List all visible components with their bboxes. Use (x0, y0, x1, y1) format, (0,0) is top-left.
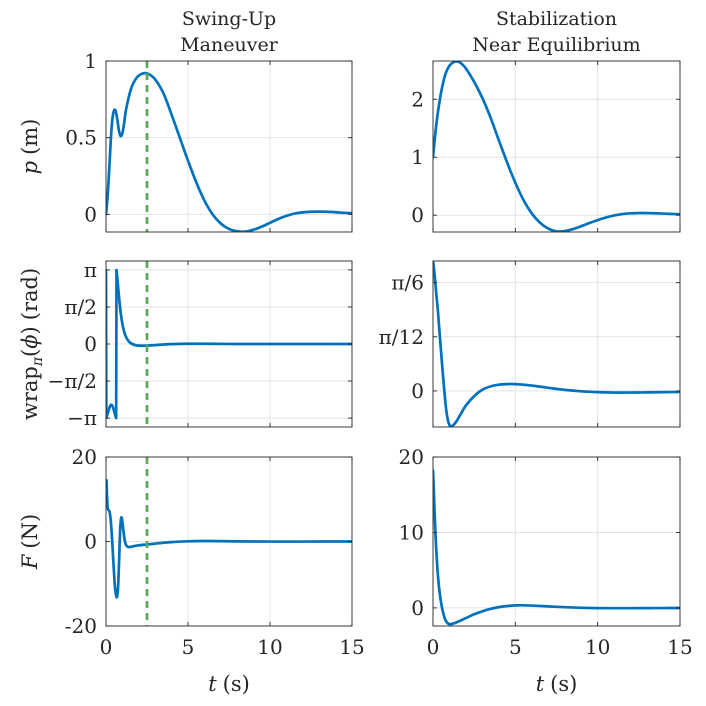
y-tick-label: 1 (84, 49, 97, 73)
y-tick-label: 1 (411, 145, 424, 169)
angle-left-paren: ( (18, 349, 42, 357)
x-tick-label: 15 (667, 635, 692, 659)
column-titles: Swing-Up Maneuver Stabilization Near Equ… (180, 8, 640, 56)
axes-frame (105, 456, 353, 627)
position-symbol: p (18, 161, 42, 174)
plot-area (433, 469, 680, 626)
y-axis-labels: p (m) wrapπ(ϕ) (rad) F (N) (18, 119, 46, 571)
y-tick-label: π/12 (379, 325, 424, 349)
subplot: 200-200 5 10 15 (65, 445, 365, 659)
plot-area (433, 61, 680, 232)
y-tick-label: 0 (84, 530, 97, 554)
y-tick-label: −π (67, 406, 97, 430)
subplot: 0 1 2 (411, 60, 681, 233)
subplot: π/6 π/12 0 (379, 260, 681, 428)
axes-background (106, 61, 352, 232)
series-line (433, 261, 680, 427)
y-tick-label: 20 (72, 445, 97, 469)
x-tick-label: 5 (182, 635, 195, 659)
x-tick-label: 15 (339, 635, 364, 659)
y-tick-label: π/2 (64, 295, 97, 319)
y-tick-label: π (84, 258, 97, 282)
position-unit: (m) (18, 119, 42, 155)
left-column-title-line-1: Swing-Up (182, 8, 276, 30)
plot-area (106, 457, 352, 626)
left-column-title-line-2: Maneuver (180, 34, 278, 56)
axes-frame (105, 60, 353, 233)
y-tick-label: −π/2 (48, 369, 97, 393)
subplot: 20 10 00 5 10 15 (399, 445, 693, 659)
axes-background (433, 261, 680, 427)
subplot: 00.51 (65, 49, 353, 233)
angle-y-label: wrapπ(ϕ) (rad) (18, 268, 46, 420)
right-time-x-label: t (s) (536, 672, 578, 696)
series-line (433, 61, 680, 232)
left-time-x-label: t (s) (208, 672, 250, 696)
y-tick-label: 0 (411, 379, 424, 403)
series-line (106, 478, 352, 599)
y-tick-label: π/6 (391, 271, 424, 295)
axes-frame (105, 260, 353, 428)
series-line (433, 469, 680, 626)
axes-background (433, 61, 680, 232)
y-tick-label: 0 (411, 203, 424, 227)
time-unit: (s) (223, 672, 250, 696)
y-tick-label: 10 (399, 520, 424, 544)
angle-symbol: ϕ (18, 334, 42, 348)
axes-frame (432, 260, 681, 428)
y-tick-label: 2 (411, 87, 424, 111)
x-tick-label: 0 (100, 635, 113, 659)
wrap-function: wrap (18, 366, 42, 420)
angle-right-paren: ) (18, 326, 42, 334)
position-y-label: p (m) (18, 119, 42, 175)
force-symbol: F (18, 553, 42, 570)
wrap-subscript: π (30, 356, 46, 367)
y-tick-label: 0 (84, 332, 97, 356)
y-tick-label: 0 (411, 596, 424, 620)
time-symbol: t (536, 672, 545, 696)
y-tick-label: -20 (65, 614, 97, 638)
y-tick-label: 0 (84, 202, 97, 226)
axes-background (433, 457, 680, 626)
x-tick-label: 0 (427, 635, 440, 659)
axes-frame (432, 456, 681, 627)
series-line (106, 71, 352, 232)
axes-frame (432, 60, 681, 233)
plot-area (433, 261, 680, 427)
y-tick-label: 20 (399, 445, 424, 469)
right-column-title-line-2: Near Equilibrium (472, 34, 640, 56)
x-tick-label: 10 (585, 635, 610, 659)
series-line (115, 268, 352, 348)
time-symbol: t (208, 672, 217, 696)
force-unit: (N) (18, 514, 42, 549)
time-unit: (s) (550, 672, 577, 696)
right-column-title-line-1: Stabilization (496, 8, 617, 30)
x-tick-label: 5 (509, 635, 522, 659)
angle-unit: (rad) (18, 268, 42, 320)
x-axis-labels: t (s) t (s) (208, 672, 577, 696)
force-y-label: F (N) (18, 514, 42, 570)
x-tick-label: 10 (257, 635, 282, 659)
plot-area (106, 61, 352, 232)
subplot: π π/2 0 −π/2 −π (48, 258, 353, 430)
y-tick-label: 0.5 (65, 126, 97, 150)
